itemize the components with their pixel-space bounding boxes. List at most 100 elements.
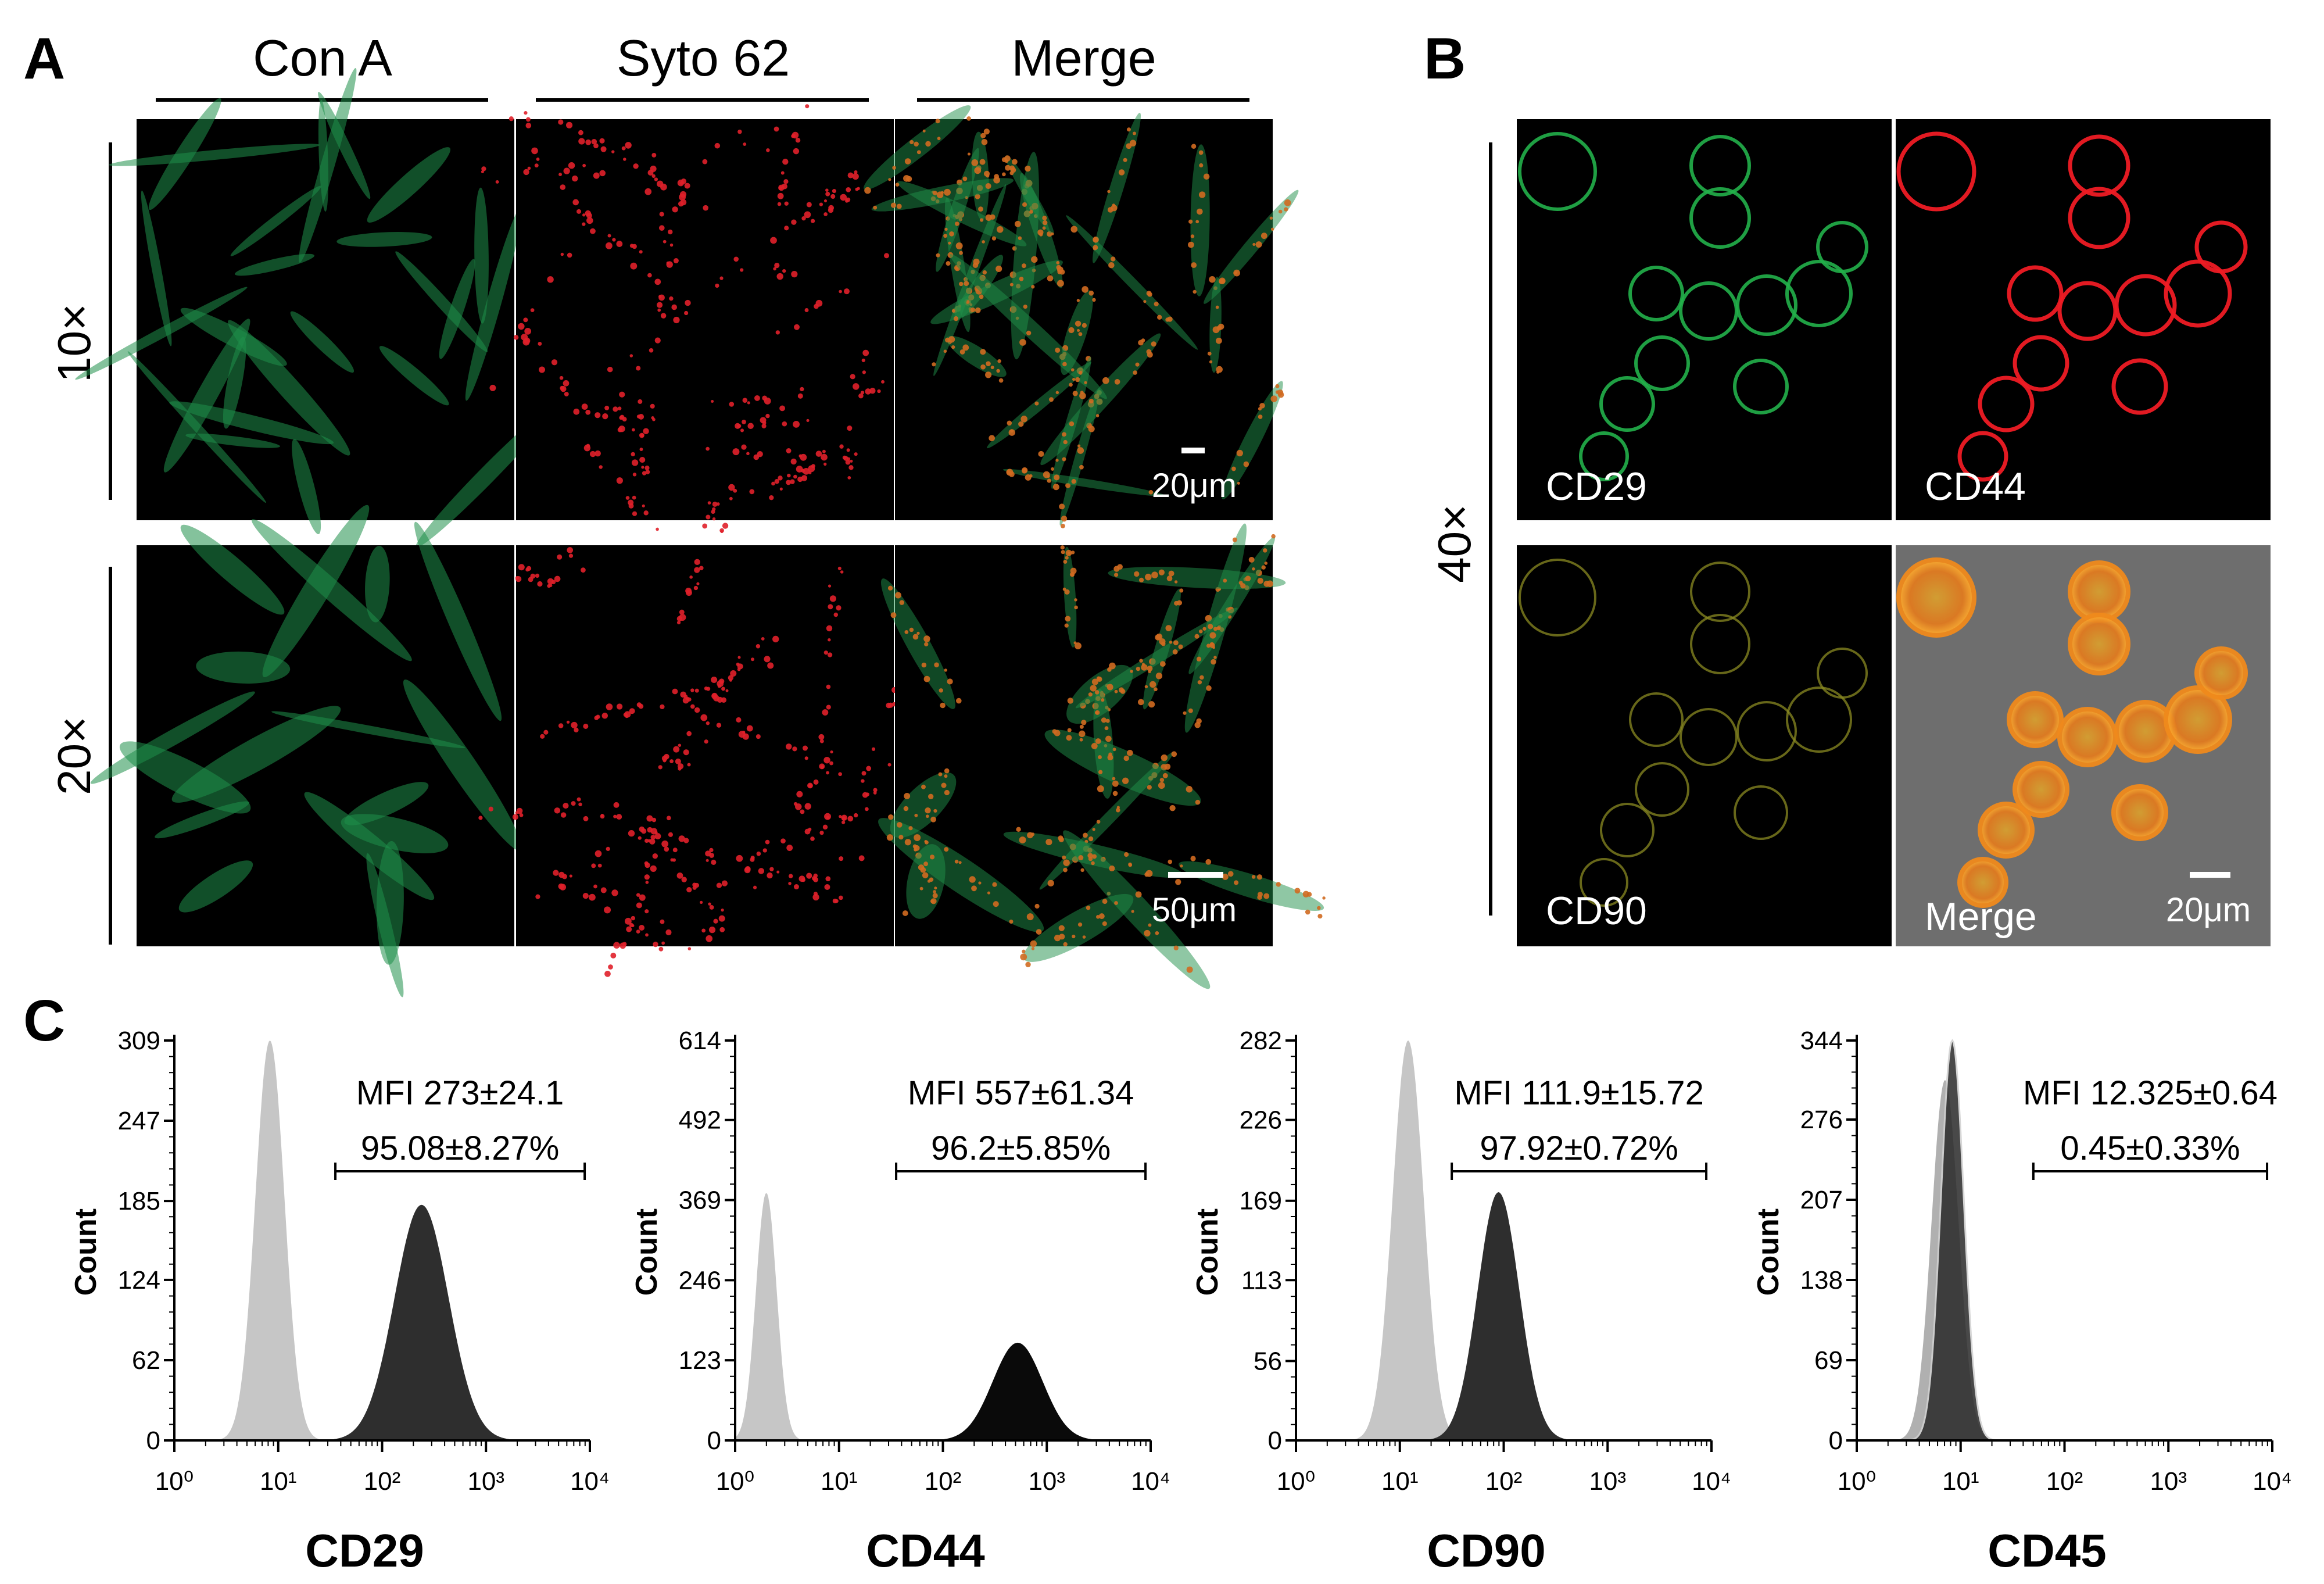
mitochondria-dot bbox=[1263, 548, 1267, 553]
histogram-series-CD44 bbox=[735, 1342, 1151, 1440]
mitochondria-dot bbox=[714, 142, 721, 149]
mitochondria-dot bbox=[654, 278, 661, 285]
mitochondria-dot bbox=[742, 731, 746, 734]
mitochondria-dot bbox=[702, 159, 708, 165]
mitochondria-dot bbox=[747, 401, 750, 405]
mitochondria-dot bbox=[792, 131, 799, 139]
mitochondria-dot bbox=[1261, 565, 1266, 570]
mitochondria-dot bbox=[711, 692, 718, 699]
mitochondria-dot bbox=[613, 942, 620, 949]
cell-outline bbox=[2068, 560, 2130, 623]
mitochondria-dot bbox=[757, 451, 763, 457]
micrograph-tile bbox=[90, 505, 522, 997]
mitochondria-dot bbox=[839, 895, 843, 900]
mitochondria-dot bbox=[1263, 893, 1270, 899]
cell-outline bbox=[2111, 358, 2168, 415]
cell-body bbox=[1222, 381, 1283, 500]
mitochondria-dot bbox=[1021, 263, 1026, 269]
mitochondria-dot bbox=[908, 826, 913, 831]
cell-body bbox=[196, 651, 291, 684]
mitochondria-dot bbox=[616, 241, 623, 247]
mitochondria-dot bbox=[973, 258, 980, 266]
mitochondria-dot bbox=[804, 211, 811, 219]
mitochondria-dot bbox=[604, 906, 611, 914]
mitochondria-dot bbox=[1112, 748, 1116, 752]
mitochondria-dot bbox=[825, 191, 830, 196]
mitochondria-dot bbox=[818, 734, 825, 740]
mitochondria-dot bbox=[721, 908, 724, 912]
panel-c-letter: C bbox=[23, 988, 65, 1053]
cell-body bbox=[1143, 588, 1181, 710]
mitochondria-dot bbox=[1091, 742, 1098, 749]
mitochondria-dot bbox=[932, 362, 936, 367]
mitochondria-dot bbox=[622, 942, 627, 946]
y-tick-label: 276 bbox=[1800, 1106, 1843, 1134]
mitochondria-dot bbox=[1056, 264, 1061, 270]
mitochondria-dot bbox=[982, 270, 987, 275]
mitochondria-dot bbox=[1206, 643, 1211, 648]
mitochondria-dot bbox=[630, 262, 638, 270]
mitochondria-dot bbox=[1195, 799, 1201, 805]
mitochondria-dot bbox=[1092, 828, 1095, 831]
cell-body bbox=[292, 439, 321, 535]
mitochondria-dot bbox=[639, 432, 644, 438]
mitochondria-dot bbox=[1148, 923, 1152, 927]
mitochondria-dot bbox=[1096, 820, 1101, 824]
percent-label: 96.2±5.85% bbox=[931, 1129, 1111, 1167]
mitochondria-dot bbox=[771, 481, 775, 486]
mitochondria-dot bbox=[944, 227, 948, 231]
cell-body bbox=[336, 232, 432, 247]
mitochondria-dot bbox=[778, 475, 783, 481]
x-axis-label: CD90 bbox=[1427, 1525, 1546, 1576]
cell-body bbox=[230, 185, 321, 256]
mitochondria-dot bbox=[621, 146, 626, 151]
cell-body bbox=[365, 546, 390, 623]
mitochondria-dot bbox=[1215, 337, 1222, 344]
mitochondria-dot bbox=[921, 662, 927, 668]
mitochondria-dot bbox=[1025, 165, 1031, 172]
mitochondria-dot bbox=[804, 828, 811, 835]
panel-a-header-cona: Con A bbox=[253, 29, 392, 87]
mitochondria-dot bbox=[578, 130, 583, 135]
label-cd44: CD44 bbox=[1925, 464, 2026, 509]
mitochondria-dot bbox=[1270, 227, 1274, 231]
x-tick-label: 10⁴ bbox=[1692, 1467, 1731, 1496]
histogram-cd29: Count CD29 0 62 124 185 247 309 10⁰ 10¹ 10² 10³ 10… bbox=[69, 1027, 610, 1576]
mitochondria-dot bbox=[903, 175, 910, 182]
mitochondria-dot bbox=[730, 670, 737, 677]
mitochondria-dot bbox=[1132, 131, 1136, 135]
y-tick-label: 69 bbox=[1814, 1346, 1843, 1375]
mitochondria-dot bbox=[1143, 300, 1147, 303]
mitochondria-dot bbox=[629, 922, 633, 927]
mitochondria-dot bbox=[1060, 545, 1065, 550]
mitochondria-dot bbox=[524, 327, 532, 335]
mitochondria-dot bbox=[613, 802, 620, 808]
mitochondria-dot bbox=[940, 702, 946, 709]
y-tick-label: 369 bbox=[679, 1186, 721, 1215]
mitochondria-dot bbox=[619, 391, 625, 398]
mitochondria-dot bbox=[865, 388, 871, 395]
mitochondria-dot bbox=[780, 838, 786, 844]
cell-outline bbox=[1635, 762, 1689, 817]
cell-body bbox=[1188, 537, 1275, 674]
cell-outline bbox=[1689, 187, 1751, 249]
cell-outline bbox=[2194, 220, 2248, 274]
mitochondria-dot bbox=[827, 652, 833, 657]
mitochondria-dot bbox=[930, 816, 936, 823]
mitochondria-dot bbox=[742, 420, 746, 424]
mitochondria-dot bbox=[679, 194, 686, 201]
mitochondria-dot bbox=[595, 850, 602, 857]
mitochondria-dot bbox=[644, 874, 650, 880]
mitochondria-dot bbox=[519, 813, 524, 817]
mitochondria-dot bbox=[1209, 642, 1215, 647]
mitochondria-dot bbox=[1164, 763, 1171, 770]
mitochondria-dot bbox=[756, 851, 761, 856]
mitochondria-dot bbox=[685, 299, 691, 306]
mitochondria-dot bbox=[591, 138, 597, 145]
mitochondria-dot bbox=[1245, 575, 1251, 582]
mitochondria-dot bbox=[706, 935, 713, 942]
mitochondria-dot bbox=[632, 428, 635, 432]
mitochondria-dot bbox=[948, 241, 951, 245]
mitochondria-dot bbox=[784, 226, 789, 231]
mitochondria-dot bbox=[1026, 913, 1034, 921]
